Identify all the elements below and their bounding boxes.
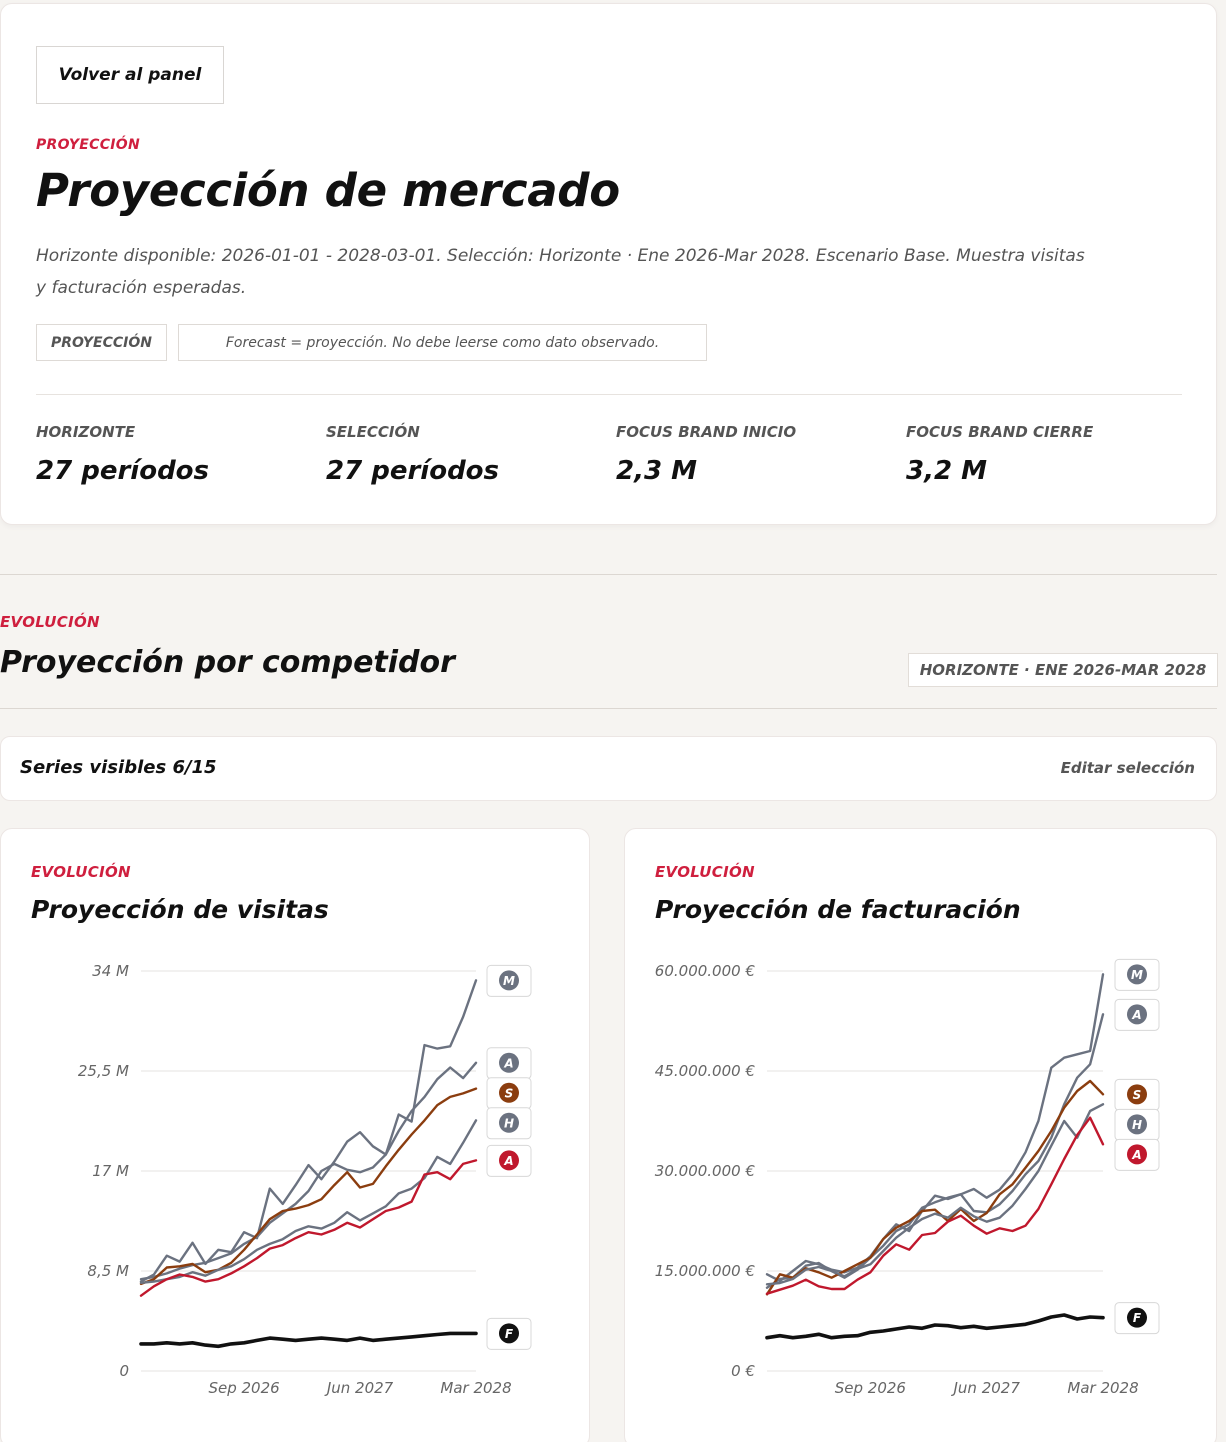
badge-letter: M (503, 974, 515, 988)
badge-letter: H (504, 1116, 514, 1130)
section-eyebrow: EVOLUCIÓN (0, 613, 100, 631)
section-divider-top (0, 574, 1217, 575)
visits-chart-eyebrow: EVOLUCIÓN (31, 863, 131, 881)
badge-dot (499, 1052, 519, 1073)
visits-series-line-a (139, 1061, 478, 1281)
stat-label-focus-end: FOCUS BRAND CIERRE (906, 423, 1094, 441)
header-divider (36, 394, 1182, 395)
visits-series-line-m (139, 979, 478, 1283)
revenue-series-badge-h[interactable]: H (1114, 1108, 1160, 1141)
revenue-series-badge-m[interactable]: M (1114, 958, 1160, 991)
y-tick-label: 30.000.000 € (655, 1162, 756, 1180)
y-tick-label: 15.000.000 € (655, 1262, 756, 1280)
section-divider-bottom (0, 708, 1217, 709)
header-eyebrow: PROYECCIÓN (36, 137, 141, 153)
badge-letter: M (1131, 968, 1143, 982)
visits-series-badge-h[interactable]: H (486, 1107, 532, 1140)
page-description: Horizonte disponible: 2026-01-01 - 2028-… (36, 246, 1085, 298)
badge-dot (499, 970, 519, 991)
y-tick-label: 60.000.000 € (655, 962, 756, 980)
badge-letter: F (1133, 1311, 1142, 1325)
visits-series-line-a (139, 1159, 478, 1297)
revenue-chart: 0 € 15.000.000 € 30.000.000 € 45.000.000 € 6… (655, 958, 1160, 1397)
visits-series-badge-m[interactable]: M (486, 964, 532, 997)
badge-letter: A (503, 1056, 513, 1070)
stat-value-focus-start: 2,3 M (616, 456, 697, 486)
visits-chart: 0 8,5 M 17 M 25,5 M 34 M Sep 2026 Jun 2027 Mar … (78, 962, 532, 1397)
x-tick-label: Mar 2028 (440, 1379, 511, 1397)
edit-selection-link[interactable]: Editar selección (1060, 759, 1195, 777)
revenue-chart-title: Proyección de facturación (655, 895, 1021, 924)
x-tick-label: Sep 2026 (835, 1379, 906, 1397)
stat-label-focus-start: FOCUS BRAND INICIO (616, 423, 797, 441)
y-tick-label: 0 (119, 1362, 129, 1380)
revenue-series-badge-f[interactable]: F (1114, 1302, 1160, 1335)
y-tick-label: 17 M (92, 1162, 129, 1180)
revenue-chart-card: EVOLUCIÓN Proyección de facturación 0 € 1… (624, 828, 1217, 1442)
visits-series-badge-s[interactable]: S (486, 1077, 532, 1110)
badge-letter: A (1131, 1008, 1141, 1022)
revenue-series-line-f (765, 1313, 1105, 1340)
revenue-series-line-a (765, 1013, 1105, 1289)
badge-letter: S (505, 1086, 514, 1100)
stat-label-selection: SELECCIÓN (326, 423, 420, 441)
badge-dot (1127, 964, 1147, 985)
visits-series-badge-a[interactable]: A (486, 1144, 532, 1177)
badge-dot (1127, 1084, 1147, 1105)
revenue-series-badge-s[interactable]: S (1114, 1078, 1160, 1111)
series-visible-count: Series visibles 6/15 (20, 757, 217, 778)
forecast-tag: PROYECCIÓN (36, 324, 167, 361)
visits-chart-title: Proyección de visitas (31, 895, 329, 924)
y-tick-label: 8,5 M (87, 1262, 129, 1280)
y-tick-label: 45.000.000 € (655, 1062, 756, 1080)
badge-dot (1127, 1114, 1147, 1135)
visits-series-line-s (139, 1087, 478, 1286)
badge-letter: A (1131, 1148, 1141, 1162)
back-to-panel-button[interactable]: Volver al panel (36, 46, 224, 104)
badge-letter: F (505, 1327, 514, 1341)
x-tick-label: Jun 2027 (324, 1379, 394, 1397)
revenue-series-badge-a[interactable]: A (1114, 1138, 1160, 1171)
badge-dot (499, 1150, 519, 1171)
visits-chart-card: EVOLUCIÓN Proyección de visitas 0 8,5 M 17… (0, 828, 590, 1442)
badge-letter: A (503, 1154, 513, 1168)
visits-series-badge-a[interactable]: A (486, 1047, 532, 1080)
y-tick-label: 25,5 M (78, 1062, 129, 1080)
badge-dot (499, 1082, 519, 1103)
horizon-badge: HORIZONTE · ENE 2026-MAR 2028 (908, 653, 1218, 687)
x-tick-label: Jun 2027 (950, 1379, 1020, 1397)
x-tick-label: Sep 2026 (208, 1379, 279, 1397)
forecast-note: Forecast = proyección. No debe leerse co… (178, 324, 707, 361)
header-card: Volver al panel PROYECCIÓN Proyección de… (0, 3, 1217, 525)
visits-series-badge-f[interactable]: F (486, 1317, 532, 1350)
badge-letter: S (1133, 1088, 1142, 1102)
badge-dot (1127, 1144, 1147, 1165)
badge-dot (499, 1323, 519, 1344)
badge-letter: H (1132, 1118, 1142, 1132)
stat-value-selection: 27 períodos (326, 456, 500, 486)
revenue-series-line-h (765, 1103, 1105, 1286)
x-tick-label: Mar 2028 (1067, 1379, 1138, 1397)
section-title: Proyección por competidor (0, 645, 455, 680)
visits-series-line-h (139, 1119, 478, 1284)
badge-dot (1127, 1307, 1147, 1328)
stat-value-focus-end: 3,2 M (906, 456, 987, 486)
revenue-series-line-a (765, 1116, 1105, 1295)
y-tick-label: 34 M (92, 962, 129, 980)
stat-value-horizon: 27 períodos (36, 456, 210, 486)
revenue-chart-eyebrow: EVOLUCIÓN (655, 863, 755, 881)
series-visibility-bar: Series visibles 6/15 Editar selección (0, 736, 1217, 801)
badge-dot (499, 1112, 519, 1133)
y-tick-label: 0 € (731, 1362, 755, 1380)
visits-series-line-f (139, 1331, 478, 1349)
revenue-series-line-s (765, 1079, 1105, 1296)
stat-label-horizon: HORIZONTE (36, 423, 136, 441)
badge-dot (1127, 1004, 1147, 1025)
page-title: Proyección de mercado (36, 164, 620, 217)
revenue-series-badge-a[interactable]: A (1114, 998, 1160, 1031)
